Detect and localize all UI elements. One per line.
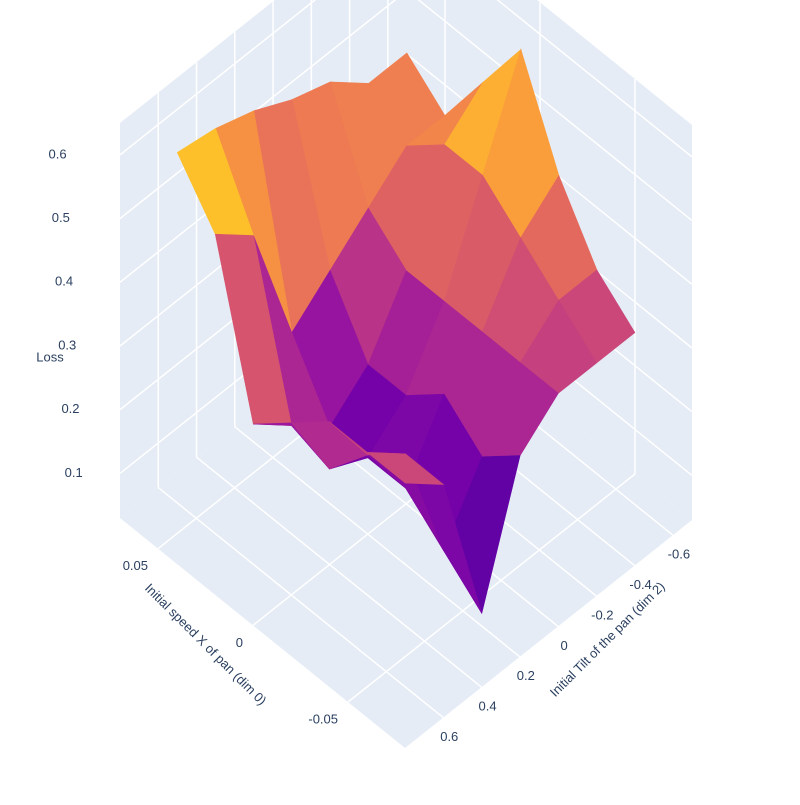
z-tick-label: 0.2: [61, 401, 79, 416]
y-grid-line: [196, 456, 483, 688]
x-tick-label: -0.05: [308, 711, 338, 726]
z-grid-line: [496, 0, 693, 158]
y-tick-label: 0.2: [517, 668, 535, 683]
z-axis-title: Loss: [36, 349, 64, 364]
x-tick-label: 0.05: [123, 558, 148, 573]
surface: [176, 48, 636, 615]
z-tick-label: 0.5: [52, 210, 70, 225]
y-grid-line: [234, 426, 521, 658]
y-tick-label: -0.6: [668, 547, 690, 562]
z-tick-label: 0.1: [65, 465, 83, 480]
z-grid-line: [119, 0, 317, 156]
y-tick-label: -0.2: [591, 607, 613, 622]
z-tick-label: 0.4: [55, 274, 73, 289]
x-grid-line: [347, 473, 636, 703]
y-tick-label: -0.4: [629, 577, 651, 592]
z-grid-line: [417, 0, 693, 222]
y-tick-label: 0.4: [478, 699, 496, 714]
x-tick-label: 0: [236, 635, 243, 650]
y-tick-label: 0: [560, 638, 567, 653]
y-grid-line: [157, 487, 444, 719]
z-tick-label: 0.3: [58, 337, 76, 352]
z-tick-label: 0.6: [49, 146, 67, 161]
surface-patch: [366, 452, 445, 485]
y-tick-label: 0.6: [440, 729, 458, 744]
z-grid-line: [119, 0, 397, 220]
